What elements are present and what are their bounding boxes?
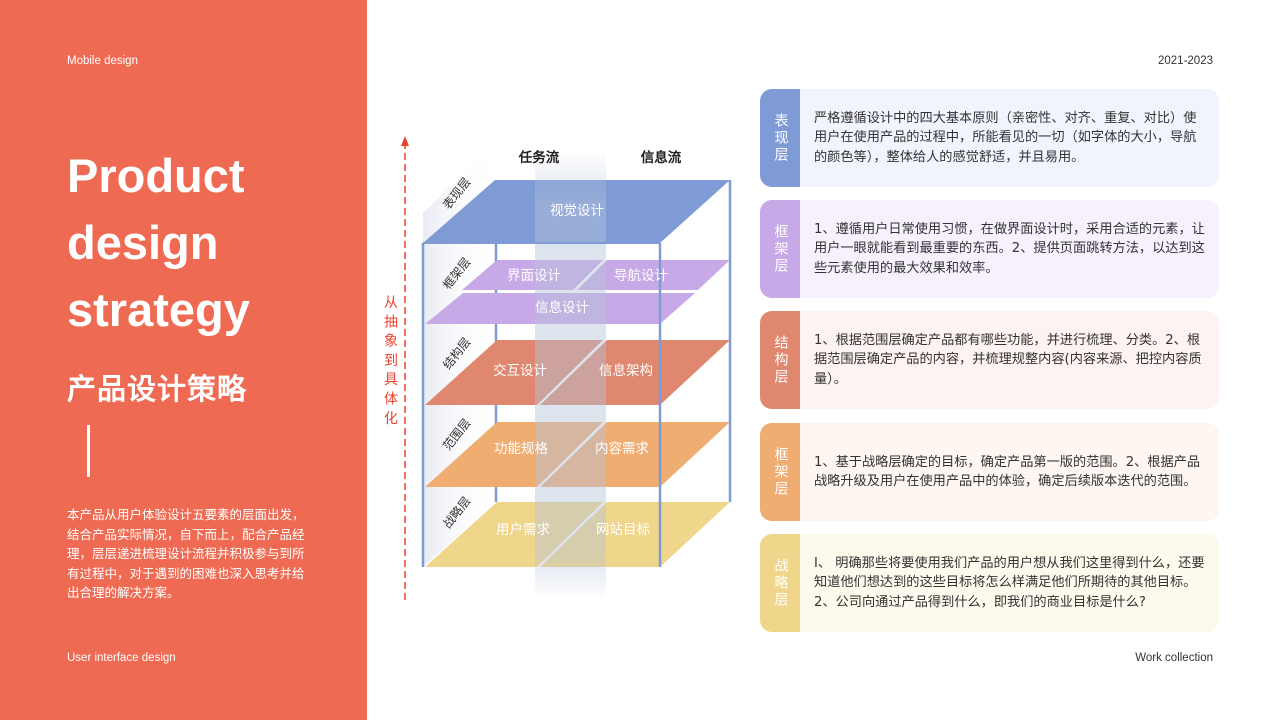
plate-skeleton-navigation [577,260,730,290]
page-subtitle: 产品设计策略 [67,372,248,406]
layer-card: 框架层 1、遵循用户日常使用习惯，在做界面设计时，采用合适的元素，让用户一眼就能看… [760,200,1219,298]
axis-label-char: 象 [384,334,398,350]
card-text: 1、根据范围层确定产品都有哪些功能，并进行梳理、分类。2、根据范围层确定产品的内… [814,332,1202,387]
label-interaction: 交互设计 [493,362,547,379]
axis-label-char: 化 [384,411,398,427]
label-site-goals: 网站目标 [596,522,650,538]
axis-label-char: 从 [384,295,398,311]
layer-card: 结构层 1、根据范围层确定产品都有哪些功能，并进行梳理、分类。2、根据范围层确定产… [760,311,1219,409]
card-text: 严格遵循设计中的四大基本原则（亲密性、对齐、重复、对比）使用户在使用产品的过程中… [814,110,1197,165]
layer-card: 表现层 严格遵循设计中的四大基本原则（亲密性、对齐、重复、对比）使用户在使用产品的… [760,89,1219,187]
card-text: 1、遵循用户日常使用习惯，在做界面设计时，采用合适的元素，让用户一眼就能看到最重… [814,221,1205,276]
footer-label: Work collection [1135,652,1213,664]
divider [87,425,90,477]
top-label: Mobile design [67,55,138,67]
label-function: 功能规格 [494,441,548,457]
label-visual: 视觉设计 [550,203,604,219]
axis-label-char: 抽 [384,314,398,330]
card-text: I、 明确那些将要使用我们产品的用户想从我们这里得到什么，还要知道他们想达到的这… [814,555,1205,610]
label-interface: 界面设计 [507,268,561,284]
task-flow-column [535,150,606,600]
label-content: 内容需求 [595,440,649,457]
label-user-needs: 用户需求 [496,521,550,538]
card-layer-label: 表现层 [760,89,800,187]
left-panel: Mobile design Product design strategy 产品… [0,0,367,720]
card-text: 1、基于战略层确定的目标，确定产品第一版的范围。2、根据产品战略升级及用户在使用… [814,454,1201,490]
axis-label-char: 体 [384,392,398,408]
layer-card: 框架层 1、基于战略层确定的目标，确定产品第一版的范围。2、根据产品战略升级及用户… [760,423,1219,521]
layer-card: 战略层 I、 明确那些将要使用我们产品的用户想从我们这里得到什么，还要知道他们想达… [760,534,1219,632]
card-layer-label: 框架层 [760,200,800,298]
axis-label-char: 到 [384,353,398,369]
axis-label-char: 具 [384,372,398,388]
card-layer-label: 结构层 [760,311,800,409]
bottom-label: User interface design [67,652,176,664]
description: 本产品从用户体验设计五要素的层面出发，结合产品实际情况，自下而上，配合产品经理，… [67,507,305,600]
label-navigation: 导航设计 [614,268,668,284]
page-title: Product design strategy [67,149,250,336]
column-info-flow: 信息流 [641,149,682,166]
card-layer-label: 框架层 [760,423,800,521]
column-task-flow: 任务流 [518,149,560,166]
arrow-head-icon [401,136,409,146]
label-info-arch: 信息架构 [599,362,653,379]
label-info-design: 信息设计 [535,299,589,316]
card-layer-label: 战略层 [760,534,800,632]
year-range: 2021-2023 [1158,55,1213,67]
